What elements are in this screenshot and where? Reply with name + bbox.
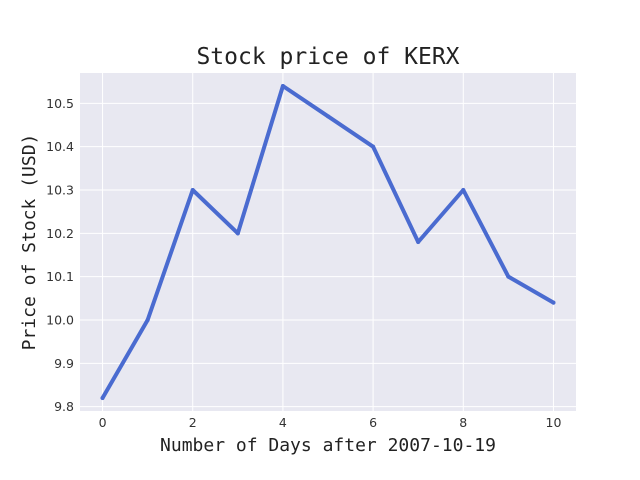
y-tick-label: 9.9 [54,356,74,371]
y-tick-label: 10.4 [46,139,74,154]
x-tick-label: 0 [99,415,107,430]
y-tick-label: 10.5 [46,96,74,111]
x-axis-label: Number of Days after 2007-10-19 [160,435,496,456]
data-point [461,188,466,192]
x-tick-label: 6 [369,415,377,430]
y-tick-labels: 9.8 9.9 10.0 10.1 10.2 10.3 10.4 10.5 [46,96,74,414]
y-tick-label: 10.0 [46,313,74,328]
data-point [100,396,105,400]
data-point [551,300,556,305]
x-tick-label: 8 [459,415,467,430]
data-point [280,84,285,88]
data-point [371,144,376,149]
x-tick-label: 2 [189,415,197,430]
data-point [145,318,150,322]
x-tick-label: 4 [279,415,287,430]
y-tick-label: 10.1 [46,269,74,284]
x-tick-labels: 0 2 4 6 8 10 [99,415,562,430]
series-layer [100,84,556,400]
y-axis-label: Price of Stock (USD) [19,134,40,351]
data-point [506,274,511,279]
y-tick-label: 9.8 [54,399,74,414]
data-point [416,240,421,244]
data-point [326,114,330,119]
plot-area [80,73,576,411]
x-tick-label: 10 [546,415,562,430]
chart-title: Stock price of KERX [196,44,459,70]
data-point [190,188,195,192]
data-point [235,231,240,236]
y-tick-label: 10.3 [46,183,74,198]
grid-lines [80,73,576,411]
y-tick-label: 10.2 [46,226,74,241]
